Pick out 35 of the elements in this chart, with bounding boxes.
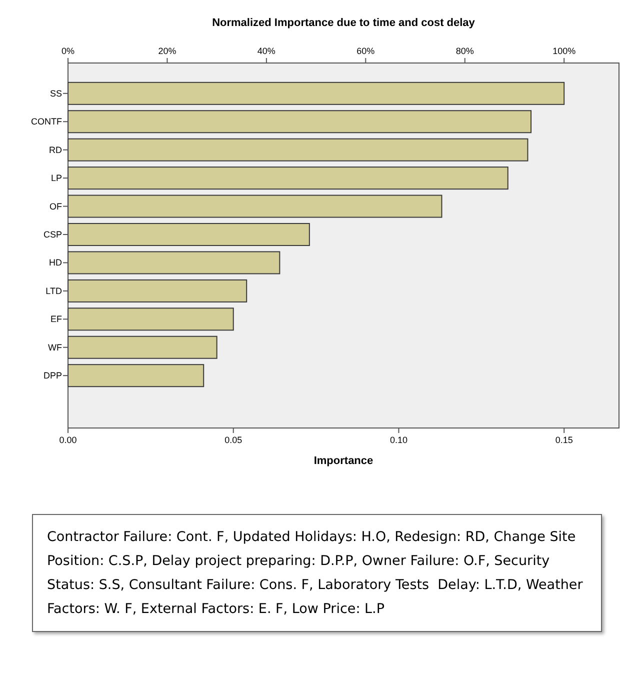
y-tick-label: EF [50,314,62,324]
y-tick-label: CSP [43,230,62,240]
bar [68,222,310,246]
y-tick-label: WF [48,342,62,352]
x-axis-title: Importance [314,455,374,467]
x-tick-label: 0.15 [555,435,573,445]
bar [68,336,218,359]
text: Contractor Failure: Cont. F, Updated Holidays: H.O, Redesign: RD, Change Site Position: C.S.P, Delay project preparing: D.P.P, Owner Failure: O.F, Security Status: S.S, Consultant Failure: Cons. F, Laboratory Tests Delay: L.T.D, Weather Factors: W. F, External Factors: E. F, Low Price: L.P [32,514,602,632]
y-tick-label: RD [49,144,62,155]
x-tick-label: 0.10 [390,435,408,445]
x-tick-label: 0.00 [59,435,77,445]
x2-tick-label: 100% [552,46,576,56]
bar [68,364,204,388]
y-tick-label: OF [50,201,62,212]
y-tick-label: DPP [43,370,62,381]
bar [68,308,234,331]
y-tick-label: CONTF [31,116,62,127]
bar [68,166,508,190]
bar [68,251,280,274]
y-tick-label: LTD [46,286,62,296]
x2-tick-label: 0% [61,46,75,56]
y-tick-label: HD [49,258,62,268]
bar [68,82,565,105]
bar [68,194,442,218]
x2-tick-label: 60% [356,46,375,56]
bar [68,110,532,134]
x2-tick-label: 20% [158,46,176,56]
bar [68,138,528,162]
x-tick-label: 0.05 [224,435,242,445]
x2-tick-label: 80% [456,46,474,56]
chart-title: Normalized Importance due to time and cost delay [212,17,476,29]
x2-tick-label: 40% [257,46,276,56]
y-tick-label: SS [50,88,62,98]
bar [68,279,248,302]
y-tick-label: LP [50,173,62,184]
